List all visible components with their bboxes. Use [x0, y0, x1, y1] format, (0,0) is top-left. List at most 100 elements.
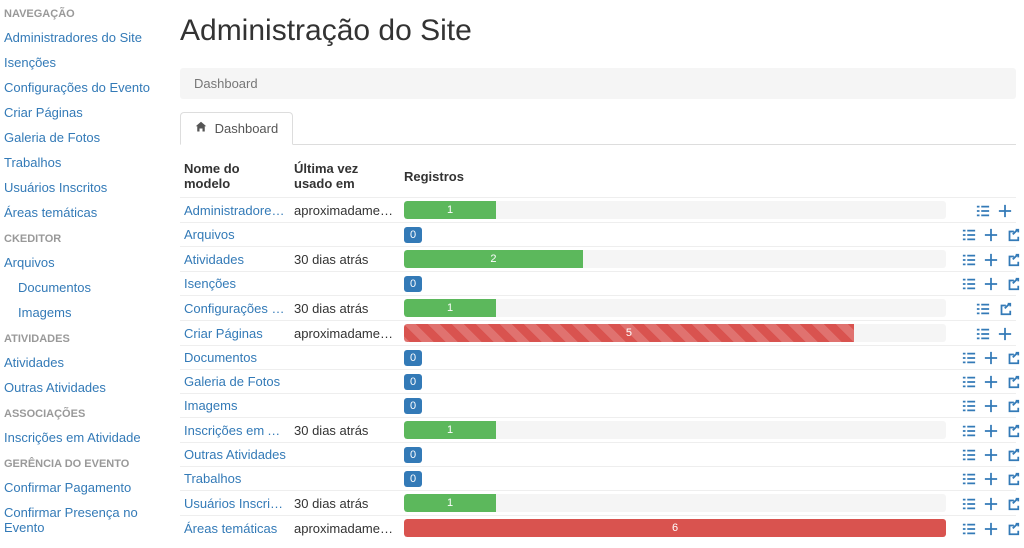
export-icon[interactable]: [1006, 422, 1020, 438]
model-link[interactable]: Isenções: [184, 276, 286, 291]
list-icon[interactable]: [962, 471, 976, 487]
count-badge: 0: [404, 471, 422, 487]
count-badge: 0: [404, 447, 422, 463]
model-link[interactable]: Arquivos: [184, 227, 286, 242]
export-icon[interactable]: [1006, 276, 1020, 292]
table-row: Outras Atividades 0: [180, 443, 1016, 467]
list-icon[interactable]: [962, 251, 976, 267]
plus-icon[interactable]: [984, 276, 998, 292]
export-icon[interactable]: [1006, 520, 1020, 536]
plus-icon[interactable]: [998, 325, 1012, 341]
breadcrumb-item: Dashboard: [194, 76, 258, 91]
plus-icon[interactable]: [984, 227, 998, 243]
table-row: Usuários Inscritos30 dias atrás1: [180, 491, 1016, 516]
progress-fill: 5: [404, 324, 854, 342]
sidebar-item[interactable]: Áreas temáticas: [4, 200, 168, 225]
export-icon[interactable]: [1006, 495, 1020, 511]
list-icon[interactable]: [962, 422, 976, 438]
plus-icon[interactable]: [984, 422, 998, 438]
list-icon[interactable]: [976, 325, 990, 341]
sidebar-item[interactable]: Trabalhos: [4, 150, 168, 175]
export-icon[interactable]: [998, 300, 1012, 316]
table-row: Áreas temáticasaproximadamente 1 …6: [180, 516, 1016, 541]
actions-cell: [950, 223, 1016, 247]
list-icon[interactable]: [962, 350, 976, 366]
plus-icon[interactable]: [984, 350, 998, 366]
list-icon[interactable]: [962, 495, 976, 511]
export-icon[interactable]: [1006, 227, 1020, 243]
records-cell: 0: [400, 467, 950, 491]
sidebar-subitem[interactable]: Documentos: [4, 275, 168, 300]
plus-icon[interactable]: [984, 251, 998, 267]
model-link[interactable]: Galeria de Fotos: [184, 374, 286, 389]
model-link[interactable]: Outras Atividades: [184, 447, 286, 462]
export-icon[interactable]: [1006, 374, 1020, 390]
progress-fill: 1: [404, 201, 496, 219]
sidebar-item[interactable]: Confirmar Presença no Evento: [4, 500, 168, 540]
export-icon[interactable]: [1006, 398, 1020, 414]
model-link[interactable]: Configurações do Evento: [184, 301, 286, 316]
list-icon[interactable]: [962, 520, 976, 536]
export-icon[interactable]: [1006, 251, 1020, 267]
list-icon[interactable]: [962, 374, 976, 390]
records-cell: 1: [400, 296, 950, 321]
records-cell: 6: [400, 516, 950, 541]
model-link[interactable]: Áreas temáticas: [184, 521, 286, 536]
records-cell: 0: [400, 443, 950, 467]
table-row: Inscrições em Atividade 30 dias atrás1: [180, 418, 1016, 443]
actions-cell: [950, 346, 1016, 370]
sidebar-section-title: CKEDITOR: [4, 225, 168, 250]
model-link[interactable]: Usuários Inscritos: [184, 496, 286, 511]
table-row: Administradores do Siteaproximadamente 1…: [180, 198, 1016, 223]
actions-cell: [950, 516, 1016, 541]
actions-cell: [950, 296, 1016, 321]
last-used-cell: 30 dias atrás: [290, 418, 400, 443]
export-icon[interactable]: [1006, 471, 1020, 487]
list-icon[interactable]: [962, 227, 976, 243]
list-icon[interactable]: [976, 300, 990, 316]
progress-fill: 6: [404, 519, 946, 537]
list-icon[interactable]: [962, 447, 976, 463]
table-row: Trabalhos 0: [180, 467, 1016, 491]
export-icon[interactable]: [1006, 350, 1020, 366]
plus-icon[interactable]: [984, 398, 998, 414]
progress-fill: 1: [404, 494, 496, 512]
tab-dashboard[interactable]: Dashboard: [180, 112, 293, 145]
model-link[interactable]: Administradores do Site: [184, 203, 286, 218]
sidebar-subitem[interactable]: Imagems: [4, 300, 168, 325]
model-link[interactable]: Inscrições em Atividade: [184, 423, 286, 438]
sidebar-item[interactable]: Configurações do Evento: [4, 75, 168, 100]
plus-icon[interactable]: [984, 447, 998, 463]
sidebar-item[interactable]: Atividades: [4, 350, 168, 375]
sidebar-item[interactable]: Arquivos: [4, 250, 168, 275]
actions-cell: [950, 467, 1016, 491]
model-link[interactable]: Trabalhos: [184, 471, 286, 486]
records-cell: 1: [400, 198, 950, 223]
sidebar-item[interactable]: Galeria de Fotos: [4, 125, 168, 150]
actions-cell: [950, 370, 1016, 394]
sidebar-item[interactable]: Administradores do Site: [4, 25, 168, 50]
sidebar-item[interactable]: Usuários Inscritos: [4, 175, 168, 200]
sidebar-item[interactable]: Inscrições em Atividade: [4, 425, 168, 450]
plus-icon[interactable]: [984, 495, 998, 511]
plus-icon[interactable]: [984, 471, 998, 487]
sidebar-item[interactable]: Outras Atividades: [4, 375, 168, 400]
sidebar-item[interactable]: Confirmar Pagamento: [4, 475, 168, 500]
progress-bar: 1: [404, 421, 946, 439]
records-cell: 0: [400, 223, 950, 247]
export-icon[interactable]: [1006, 447, 1020, 463]
count-badge: 0: [404, 350, 422, 366]
list-icon[interactable]: [962, 276, 976, 292]
model-link[interactable]: Atividades: [184, 252, 286, 267]
actions-cell: [950, 394, 1016, 418]
plus-icon[interactable]: [984, 520, 998, 536]
model-link[interactable]: Documentos: [184, 350, 286, 365]
model-link[interactable]: Criar Páginas: [184, 326, 286, 341]
list-icon[interactable]: [976, 202, 990, 218]
plus-icon[interactable]: [998, 202, 1012, 218]
plus-icon[interactable]: [984, 374, 998, 390]
model-link[interactable]: Imagems: [184, 398, 286, 413]
sidebar-item[interactable]: Criar Páginas: [4, 100, 168, 125]
sidebar-item[interactable]: Isenções: [4, 50, 168, 75]
list-icon[interactable]: [962, 398, 976, 414]
